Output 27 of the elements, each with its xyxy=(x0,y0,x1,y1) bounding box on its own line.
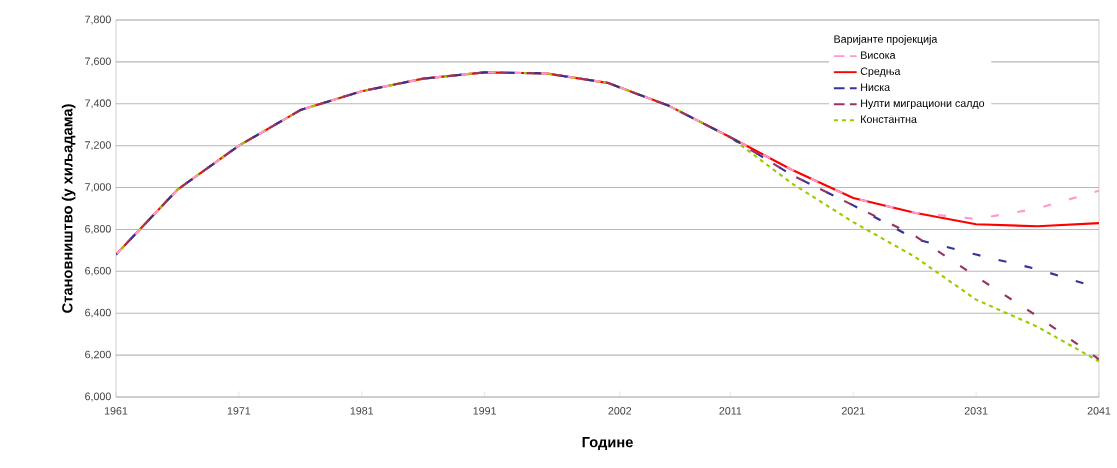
y-tick-label: 7,400 xyxy=(85,99,111,109)
x-tick-label: 2011 xyxy=(719,407,742,415)
y-tick-label: 6,800 xyxy=(85,225,111,234)
y-tick-label: 7,800 xyxy=(85,15,111,25)
legend-label: Константна xyxy=(861,115,917,123)
legend-label: Висока xyxy=(861,51,896,59)
y-tick-label: 6,000 xyxy=(85,392,111,402)
y-tick-label: 6,200 xyxy=(85,350,111,360)
x-tick-label: 1981 xyxy=(350,407,374,415)
legend-label: Нулти миграциони салдо xyxy=(861,99,985,110)
y-tick-label: 7,000 xyxy=(85,183,111,192)
x-tick-label: 2031 xyxy=(964,407,988,415)
x-tick-label: 2021 xyxy=(841,407,865,415)
x-tick-label: 1971 xyxy=(227,407,251,415)
x-tick-label: 2002 xyxy=(608,407,632,415)
y-tick-label: 7,600 xyxy=(85,57,111,67)
y-tick-label: 6,600 xyxy=(85,266,111,276)
legend-label: Средња xyxy=(860,67,901,78)
x-tick-label: 1961 xyxy=(104,407,128,415)
x-tick-label: 2041 xyxy=(1087,407,1111,415)
y-tick-label: 7,200 xyxy=(85,141,111,151)
legend-label: Ниска xyxy=(861,83,891,91)
y-axis-title: Становништво (у хиљадама) xyxy=(61,104,76,313)
x-axis-title: Године xyxy=(582,437,633,451)
y-tick-label: 6,400 xyxy=(85,308,111,318)
x-tick-label: 1991 xyxy=(473,407,496,415)
legend-title: Варијанте пројекција xyxy=(834,35,938,45)
